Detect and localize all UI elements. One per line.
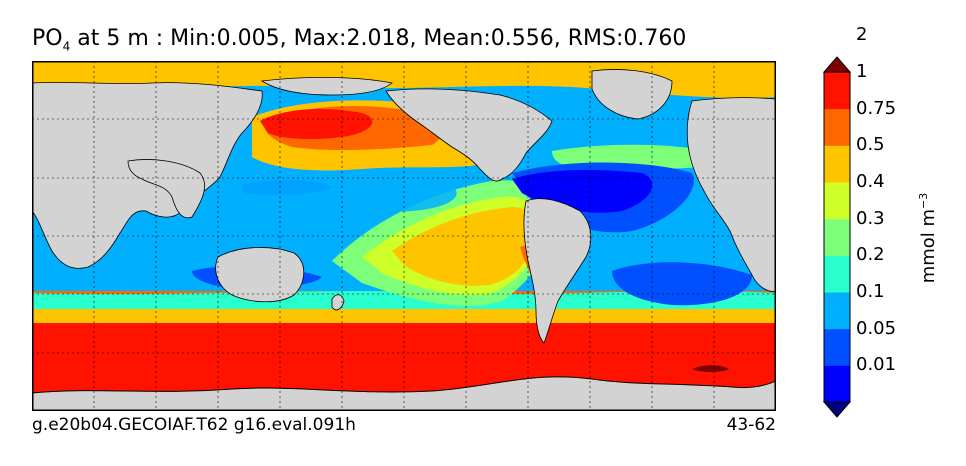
equatorial-pacific-yellow xyxy=(392,207,536,286)
case-name: g.e20b04.GECOIAF.T62 g16.eval.091h xyxy=(32,415,356,435)
australia-land xyxy=(215,247,305,303)
colorbar-segment xyxy=(824,108,850,146)
colorbar-tick-label: 0.1 xyxy=(856,281,885,302)
colorbar-extend-min xyxy=(822,401,852,418)
title-variable: PO xyxy=(32,26,63,51)
colorbar-segment xyxy=(824,182,850,220)
colorbar-tick-label: 0.4 xyxy=(856,171,885,192)
colorbar-tick-label: 0.05 xyxy=(856,317,897,339)
arctic-yellow xyxy=(32,61,776,98)
colorbar-segment xyxy=(824,292,850,330)
colorbar-tick-label: 0.75 xyxy=(856,97,897,119)
colorbar-frame xyxy=(823,71,851,403)
colorbar xyxy=(822,56,852,418)
colorbar-segment xyxy=(824,72,850,110)
colorbar-segment xyxy=(824,145,850,183)
colorbar-segment xyxy=(824,328,850,366)
southern-ocean-green-band xyxy=(32,291,776,309)
north-pacific-red xyxy=(260,108,373,140)
new-zealand-land xyxy=(331,294,345,311)
units-exponent: −3 xyxy=(917,192,930,209)
colorbar-tick-label: 0.5 xyxy=(856,134,885,156)
colorbar-tick-label: 0.3 xyxy=(856,207,885,229)
year-range: 43-62 xyxy=(726,415,776,435)
south-america-land xyxy=(523,198,592,344)
colorbar-tick-label: 1 xyxy=(856,61,868,82)
ocean-map xyxy=(32,61,776,411)
units-base: mmol m xyxy=(918,208,939,284)
map-frame xyxy=(32,61,776,411)
colorbar-segment xyxy=(824,365,850,403)
colorbar-units: mmol m−3 xyxy=(917,193,939,284)
colorbar-segment xyxy=(824,218,850,256)
land-masses xyxy=(32,69,776,344)
map-gridlines xyxy=(32,61,776,411)
colorbar-tick-label: 2 xyxy=(856,24,868,46)
title-stats: at 5 m : Min:0.005, Max:2.018, Mean:0.55… xyxy=(70,26,687,51)
colorbar-segment xyxy=(824,255,850,293)
title-subscript: 4 xyxy=(62,39,71,54)
north-pacific-gyre xyxy=(202,170,457,214)
siberia-alaska-land xyxy=(260,76,393,96)
colorbar-extend-max xyxy=(822,56,852,73)
map-title: PO4 at 5 m : Min:0.005, Max:2.018, Mean:… xyxy=(32,26,686,53)
southern-ocean-darkred-patch xyxy=(692,365,729,372)
colorbar-tick-label: 0.01 xyxy=(856,354,897,376)
africa-europe-east-land xyxy=(686,97,776,292)
asia-south-land xyxy=(127,159,205,219)
south-atlantic-gyre xyxy=(612,262,752,306)
colorbar-tick-label: 0.2 xyxy=(856,244,885,266)
